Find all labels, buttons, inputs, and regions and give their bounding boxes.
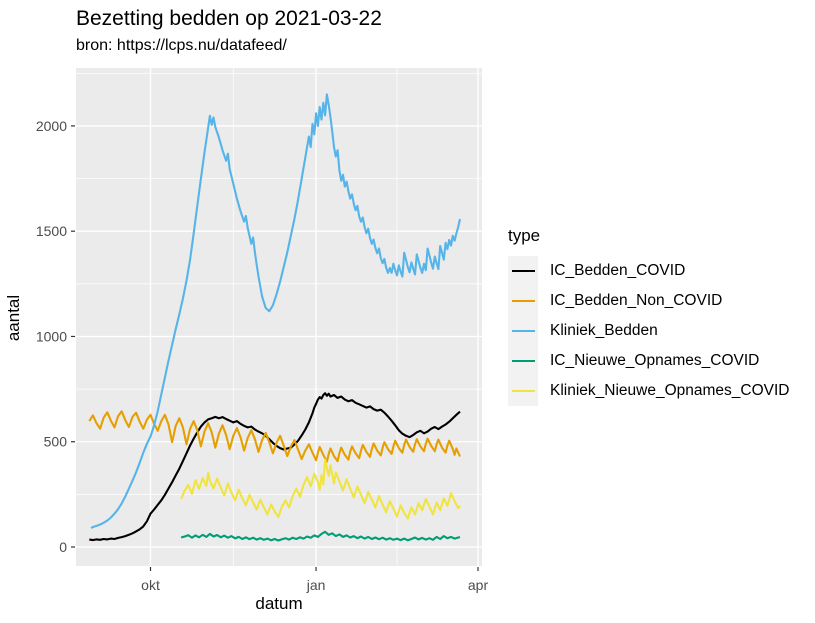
page-title: Bezetting bedden op 2021-03-22 [76, 7, 382, 30]
y-axis-title: aantal [4, 294, 23, 342]
legend-line-swatch [511, 329, 535, 333]
legend-line-swatch [511, 359, 535, 363]
legend-item: Kliniek_Nieuwe_Opnames_COVID [508, 376, 790, 406]
legend-key [508, 316, 538, 346]
x-axis-title: datum [255, 594, 303, 613]
legend: type IC_Bedden_COVID IC_Bedden_Non_COVID… [508, 226, 790, 406]
y-tick-label: 0 [59, 539, 67, 555]
legend-item: IC_Bedden_Non_COVID [508, 286, 790, 316]
legend-line-swatch [511, 299, 535, 303]
legend-line-swatch [511, 389, 535, 393]
x-tick-label: okt [141, 577, 160, 593]
legend-label: IC_Bedden_Non_COVID [550, 292, 723, 309]
legend-label: Kliniek_Nieuwe_Opnames_COVID [550, 382, 790, 399]
x-tick-label: jan [306, 577, 326, 593]
y-tick-label: 1000 [36, 328, 67, 344]
chart-subtitle: bron: https://lcps.nu/datafeed/ [76, 37, 287, 54]
legend-item: IC_Nieuwe_Opnames_COVID [508, 346, 790, 376]
panel-background [76, 68, 482, 566]
series-line-IC_Nieuwe_Opnames_COVID [180, 530, 461, 542]
legend-label: Kliniek_Bedden [550, 322, 658, 339]
legend-item: Kliniek_Bedden [508, 316, 790, 346]
legend-key [508, 376, 538, 406]
legend-label: IC_Bedden_COVID [550, 262, 686, 279]
series-line-Kliniek_Bedden [90, 93, 462, 529]
legend-item: IC_Bedden_COVID [508, 256, 790, 286]
legend-title: type [508, 226, 541, 245]
y-tick-label: 2000 [36, 118, 67, 134]
series-line-Kliniek_Nieuwe_Opnames_COVID [180, 458, 461, 520]
y-tick-label: 1500 [36, 223, 67, 239]
x-tick-label: apr [468, 577, 489, 593]
legend-key [508, 256, 538, 286]
legend-label: IC_Nieuwe_Opnames_COVID [550, 352, 760, 369]
legend-line-swatch [511, 269, 535, 273]
series-line-IC_Bedden_COVID [89, 392, 461, 542]
series-line-IC_Bedden_Non_COVID [88, 410, 461, 463]
legend-key [508, 346, 538, 376]
y-tick-label: 500 [44, 434, 68, 450]
legend-key [508, 286, 538, 316]
